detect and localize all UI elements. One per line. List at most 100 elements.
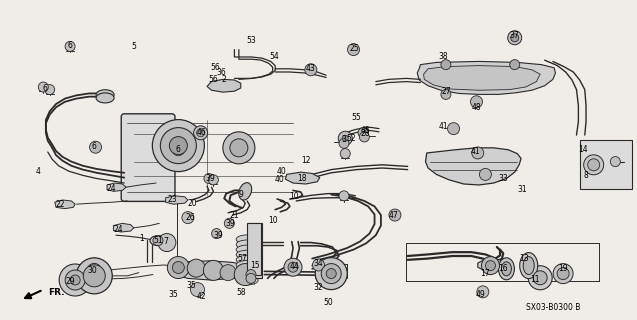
Text: 7: 7 bbox=[163, 237, 168, 246]
Text: 12: 12 bbox=[301, 156, 310, 165]
Circle shape bbox=[153, 236, 163, 246]
Circle shape bbox=[441, 60, 451, 70]
Text: 46: 46 bbox=[196, 128, 206, 137]
Ellipse shape bbox=[150, 236, 166, 246]
Text: 35: 35 bbox=[168, 290, 178, 299]
Polygon shape bbox=[55, 200, 75, 209]
Circle shape bbox=[197, 129, 204, 137]
Circle shape bbox=[90, 141, 101, 153]
Circle shape bbox=[508, 31, 522, 45]
Circle shape bbox=[348, 44, 359, 56]
Text: 25: 25 bbox=[349, 44, 359, 53]
Circle shape bbox=[340, 148, 350, 159]
Text: 34: 34 bbox=[313, 260, 324, 268]
Text: 4: 4 bbox=[36, 167, 41, 176]
Text: 1: 1 bbox=[139, 234, 144, 243]
Bar bbox=[247, 223, 261, 275]
Text: 42: 42 bbox=[196, 292, 206, 301]
Text: 50: 50 bbox=[324, 298, 334, 307]
Circle shape bbox=[161, 128, 196, 164]
Circle shape bbox=[76, 258, 112, 294]
Text: 33: 33 bbox=[498, 174, 508, 183]
Ellipse shape bbox=[236, 266, 258, 275]
Circle shape bbox=[583, 155, 604, 175]
Circle shape bbox=[305, 64, 317, 76]
Text: 8: 8 bbox=[583, 172, 589, 180]
Circle shape bbox=[211, 228, 222, 239]
Circle shape bbox=[448, 123, 459, 135]
Circle shape bbox=[477, 286, 489, 298]
Circle shape bbox=[168, 257, 189, 278]
Circle shape bbox=[234, 264, 256, 285]
Polygon shape bbox=[107, 183, 126, 191]
Circle shape bbox=[321, 264, 341, 284]
Circle shape bbox=[553, 264, 573, 284]
Circle shape bbox=[230, 139, 248, 157]
Circle shape bbox=[203, 260, 224, 280]
Text: 57: 57 bbox=[237, 254, 247, 263]
Text: 39: 39 bbox=[225, 220, 236, 228]
Ellipse shape bbox=[498, 258, 515, 280]
Circle shape bbox=[389, 209, 401, 221]
Ellipse shape bbox=[523, 257, 534, 275]
Circle shape bbox=[38, 82, 48, 92]
Text: 9: 9 bbox=[238, 190, 243, 199]
Text: 11: 11 bbox=[531, 276, 540, 284]
Text: 13: 13 bbox=[519, 254, 529, 263]
Text: 5: 5 bbox=[131, 42, 136, 51]
Text: 43: 43 bbox=[306, 64, 316, 73]
Text: 26: 26 bbox=[185, 213, 195, 222]
Text: 32: 32 bbox=[313, 284, 324, 292]
Text: 6: 6 bbox=[176, 145, 181, 154]
Circle shape bbox=[528, 266, 552, 290]
Text: 56: 56 bbox=[210, 63, 220, 72]
Text: 10: 10 bbox=[289, 192, 299, 201]
Polygon shape bbox=[207, 79, 241, 92]
Circle shape bbox=[284, 258, 302, 276]
Polygon shape bbox=[426, 148, 521, 185]
Circle shape bbox=[441, 89, 451, 100]
Text: 15: 15 bbox=[250, 261, 260, 270]
Circle shape bbox=[485, 260, 496, 271]
Circle shape bbox=[315, 258, 347, 290]
Circle shape bbox=[471, 96, 482, 108]
Text: 41: 41 bbox=[470, 148, 480, 156]
Text: 52: 52 bbox=[347, 134, 357, 143]
Circle shape bbox=[182, 212, 194, 224]
Circle shape bbox=[472, 147, 483, 159]
Ellipse shape bbox=[520, 252, 538, 279]
Polygon shape bbox=[171, 261, 258, 280]
Circle shape bbox=[223, 132, 255, 164]
Circle shape bbox=[87, 263, 101, 277]
Text: 45: 45 bbox=[361, 126, 371, 135]
Circle shape bbox=[246, 269, 256, 280]
Text: 58: 58 bbox=[236, 288, 246, 297]
Text: 18: 18 bbox=[297, 174, 306, 183]
Circle shape bbox=[358, 128, 368, 138]
Text: 27: 27 bbox=[441, 87, 451, 96]
Text: 38: 38 bbox=[438, 52, 448, 61]
Circle shape bbox=[70, 275, 80, 285]
Ellipse shape bbox=[236, 255, 258, 264]
Text: 48: 48 bbox=[471, 103, 482, 112]
Circle shape bbox=[45, 84, 55, 95]
Circle shape bbox=[359, 132, 369, 142]
Circle shape bbox=[65, 270, 85, 290]
Text: 22: 22 bbox=[56, 200, 65, 209]
Polygon shape bbox=[113, 223, 134, 232]
Ellipse shape bbox=[239, 183, 252, 200]
Text: 6: 6 bbox=[92, 142, 97, 151]
Text: 24: 24 bbox=[113, 225, 123, 234]
Bar bbox=[580, 140, 632, 189]
Text: 55: 55 bbox=[352, 113, 362, 122]
Text: 20: 20 bbox=[187, 199, 197, 208]
Text: 51: 51 bbox=[153, 236, 163, 245]
Text: 10: 10 bbox=[268, 216, 278, 225]
Circle shape bbox=[246, 273, 256, 284]
Text: 21: 21 bbox=[230, 211, 239, 220]
Circle shape bbox=[339, 138, 349, 148]
Text: 41: 41 bbox=[438, 122, 448, 131]
Text: 17: 17 bbox=[480, 269, 490, 278]
Circle shape bbox=[480, 168, 491, 180]
Circle shape bbox=[208, 175, 218, 185]
